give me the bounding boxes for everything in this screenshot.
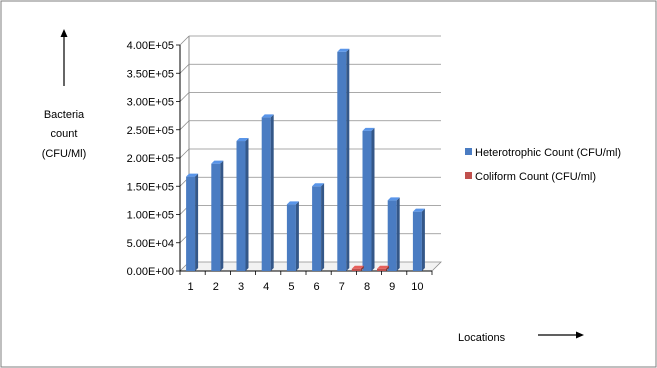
bar-heterotrophic-8 xyxy=(362,127,375,271)
gridline-diagonal xyxy=(179,92,190,102)
bar-front xyxy=(312,186,322,271)
bar-side xyxy=(421,208,425,271)
bar-front xyxy=(186,176,196,271)
bar-coliform-8 xyxy=(377,265,389,271)
x-tick-label: 2 xyxy=(213,281,219,293)
gridline-diagonal xyxy=(179,35,190,46)
bar-side xyxy=(396,197,400,271)
x-tick-label: 7 xyxy=(339,281,345,293)
x-tick-label: 8 xyxy=(364,281,370,293)
y-tick-label: 3.00E+05 xyxy=(127,97,174,109)
bar-front xyxy=(337,51,347,271)
bar-side xyxy=(245,138,249,271)
legend: Heterotrophic Count (CFU/ml) Coliform Co… xyxy=(465,147,621,183)
bar-top xyxy=(362,127,375,131)
bar-heterotrophic-9 xyxy=(387,197,400,271)
bar-top xyxy=(337,48,350,52)
x-ticks: 1 2 3 4 5 6 7 8 9 10 xyxy=(188,281,424,293)
gridline-diagonal xyxy=(179,120,190,131)
bar-top xyxy=(412,208,425,212)
x-axis-label: Locations xyxy=(458,332,506,344)
bar-front xyxy=(387,200,397,271)
bars xyxy=(186,48,425,271)
y-tick-label: 4.00E+05 xyxy=(127,40,174,52)
y-axis-label-line-3: (CFU/Ml) xyxy=(42,148,87,160)
bar-heterotrophic-1 xyxy=(186,173,199,271)
y-tick-label: 2.00E+05 xyxy=(127,153,174,165)
bar-front xyxy=(412,211,422,271)
bar-heterotrophic-3 xyxy=(236,138,249,271)
y-tick-label: 0.00E+00 xyxy=(127,266,174,278)
bar-heterotrophic-2 xyxy=(211,160,224,271)
x-tick-label: 4 xyxy=(263,281,269,293)
legend-label-heterotrophic: Heterotrophic Count (CFU/ml) xyxy=(475,147,621,159)
x-tick-label: 1 xyxy=(188,281,194,293)
y-axis-label-line-2: count xyxy=(51,128,78,140)
bar-side xyxy=(270,114,274,271)
bar-front xyxy=(377,268,386,271)
y-tick-label: 1.50E+05 xyxy=(127,181,174,193)
bar-top xyxy=(387,197,400,201)
bar-side xyxy=(371,127,375,271)
bar-top xyxy=(377,265,389,269)
bar-front xyxy=(286,204,296,271)
bar-front xyxy=(236,141,246,271)
x-tick-label: 10 xyxy=(411,281,423,293)
x-tick-label: 9 xyxy=(389,281,395,293)
bar-side xyxy=(346,48,350,271)
bar-front xyxy=(261,117,271,271)
bar-heterotrophic-7 xyxy=(337,48,350,271)
bar-heterotrophic-6 xyxy=(312,183,325,271)
bar-top xyxy=(312,183,325,187)
y-tick-label: 2.50E+05 xyxy=(127,125,174,137)
y-tick-label: 1.00E+05 xyxy=(127,210,174,222)
bar-side xyxy=(386,265,389,271)
y-tick-label: 5.00E+04 xyxy=(127,238,174,250)
bar-heterotrophic-4 xyxy=(261,114,274,271)
bar-front xyxy=(362,130,372,271)
legend-swatch-coliform xyxy=(465,172,472,179)
bar-coliform-7 xyxy=(351,265,364,271)
bar-side xyxy=(295,201,299,271)
bar-heterotrophic-10 xyxy=(412,208,425,271)
bar-top xyxy=(261,114,274,118)
bar-top xyxy=(211,160,224,164)
bar-front xyxy=(211,163,221,271)
bar-top xyxy=(286,201,299,205)
x-tick-label: 3 xyxy=(238,281,244,293)
gridline-diagonal xyxy=(179,148,190,159)
bar-heterotrophic-5 xyxy=(286,201,299,271)
bar-side xyxy=(220,160,224,271)
legend-swatch-heterotrophic xyxy=(465,148,472,155)
gridline-diagonal xyxy=(179,63,190,74)
bar-side xyxy=(195,173,199,271)
y-ticks: 0.00E+00 5.00E+04 1.00E+05 1.50E+05 2.00E+05… xyxy=(127,40,174,278)
bar-top xyxy=(186,173,199,177)
x-axis-arrow-head xyxy=(576,331,584,339)
legend-label-coliform: Coliform Count (CFU/ml) xyxy=(475,171,596,183)
x-tick-label: 6 xyxy=(314,281,320,293)
y-axis-arrow-head xyxy=(60,29,68,37)
bar-top xyxy=(351,265,364,269)
bar-side xyxy=(321,183,325,271)
bar-front xyxy=(351,268,361,271)
x-tick-label: 5 xyxy=(288,281,294,293)
bar-side xyxy=(360,265,364,271)
y-axis-label-line-1: Bacteria xyxy=(44,109,85,121)
y-tick-label: 3.50E+05 xyxy=(127,68,174,80)
bar-top xyxy=(236,138,249,142)
